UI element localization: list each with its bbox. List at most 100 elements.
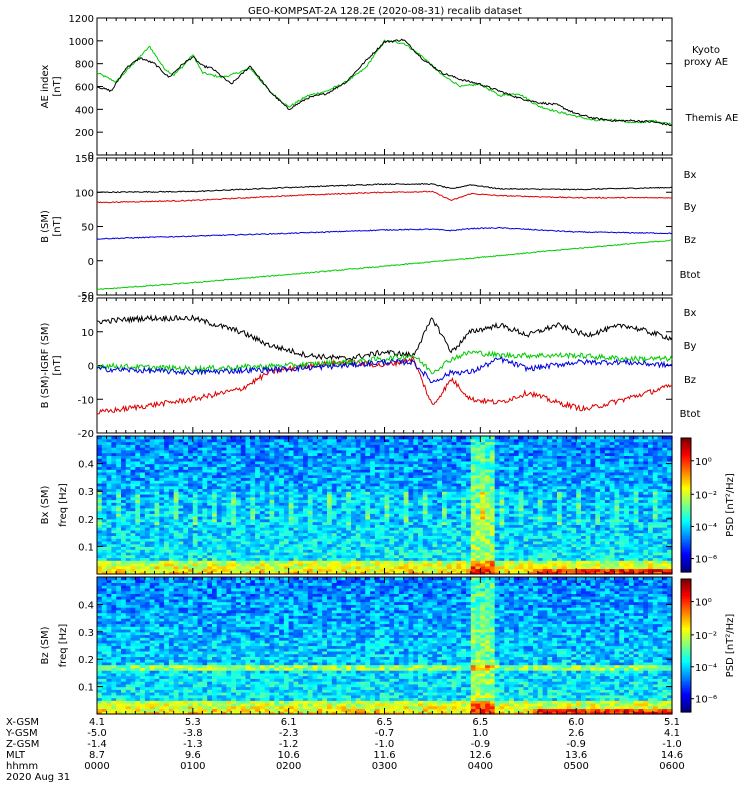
heatmap-cell (197, 488, 203, 492)
heatmap-cell (197, 505, 203, 509)
heatmap-cell (494, 485, 501, 490)
heatmap-cell (451, 455, 457, 459)
heatmap-cell (240, 557, 247, 561)
heatmap-cell (140, 463, 146, 467)
heatmap-cell (379, 513, 386, 517)
heatmap-cell (509, 494, 515, 498)
heatmap-cell (389, 543, 395, 547)
heatmap-cell (307, 527, 314, 531)
heatmap-cell (168, 551, 175, 556)
heatmap-cell (317, 477, 323, 481)
heatmap-cell (509, 527, 515, 531)
heatmap-cell (413, 469, 419, 473)
heatmap-cell (408, 452, 414, 456)
heatmap-cell (518, 532, 525, 536)
heatmap-cell (485, 535, 491, 539)
heatmap-cell (475, 565, 481, 570)
heatmap-cell (116, 513, 122, 517)
heatmap-cell (489, 557, 496, 561)
heatmap-cell (140, 571, 146, 575)
heatmap-cell (499, 543, 505, 547)
heatmap-cell (322, 521, 328, 525)
heatmap-cell (355, 480, 362, 484)
heatmap-cell (480, 518, 486, 523)
heatmap-cell (307, 452, 314, 456)
heatmap-cell (192, 447, 199, 451)
heatmap-cell (259, 540, 266, 545)
heatmap-cell (384, 438, 390, 443)
heatmap-cell (432, 474, 438, 478)
heatmap-cell (379, 546, 386, 550)
heatmap-cell (226, 444, 232, 448)
heatmap-cell (461, 516, 467, 520)
heatmap-cell (461, 455, 467, 459)
heatmap-cell (504, 449, 510, 454)
heatmap-cell (456, 571, 462, 575)
heatmap-cell (307, 535, 314, 539)
heatmap-cell (202, 455, 208, 459)
heatmap-cell (307, 524, 314, 528)
heatmap-cell (111, 546, 117, 550)
heatmap-cell (168, 505, 175, 509)
heatmap-cell (116, 551, 122, 556)
heatmap-cell (192, 444, 199, 448)
heatmap-cell (274, 463, 280, 467)
heatmap-cell (250, 496, 256, 501)
heatmap-cell (255, 463, 261, 467)
heatmap-cell (442, 529, 448, 534)
heatmap-cell (494, 460, 501, 465)
heatmap-cell (461, 549, 467, 553)
heatmap-cell (216, 477, 223, 481)
heatmap-cell (336, 488, 342, 492)
heatmap-cell (475, 516, 481, 520)
heatmap-cell (422, 463, 429, 467)
heatmap-cell (97, 513, 103, 517)
heatmap-cell (513, 543, 520, 547)
heatmap-cell (149, 471, 156, 476)
heatmap-cell (255, 452, 261, 456)
heatmap-cell (159, 458, 165, 462)
heatmap-cell (121, 546, 127, 550)
heatmap-cell (475, 477, 481, 481)
heatmap-cell (480, 510, 486, 514)
heatmap-cell (293, 543, 299, 547)
heatmap-cell (293, 444, 299, 448)
heatmap-cell (197, 477, 203, 481)
heatmap-cell (394, 516, 400, 520)
heatmap-cell (207, 505, 213, 509)
heatmap-cell (279, 527, 285, 531)
heatmap-cell (422, 458, 429, 462)
heatmap-cell (140, 557, 146, 561)
heatmap-cell (494, 521, 501, 525)
heatmap-cell (221, 480, 227, 484)
heatmap-cell (159, 554, 165, 559)
heatmap-cell (259, 532, 266, 536)
heatmap-cell (355, 491, 362, 495)
heatmap-cell (307, 480, 314, 484)
heatmap-cell (279, 546, 285, 550)
heatmap-cell (523, 491, 529, 495)
heatmap-cell (164, 551, 170, 556)
heatmap-cell (513, 524, 520, 528)
heatmap-cell (403, 491, 410, 495)
heatmap-cell (494, 538, 501, 542)
heatmap-cell (513, 518, 520, 523)
heatmap-cell (106, 563, 112, 567)
heatmap-cell (168, 482, 175, 487)
heatmap-cell (202, 524, 208, 528)
heatmap-cell (154, 554, 160, 559)
heatmap-cell (303, 521, 309, 525)
heatmap-cell (178, 543, 184, 547)
heatmap-cell (307, 565, 314, 570)
heatmap-cell (341, 491, 347, 495)
heatmap-cell (480, 488, 486, 492)
heatmap-cell (432, 494, 438, 498)
heatmap-cell (216, 485, 223, 490)
heatmap-cell (394, 560, 400, 564)
heatmap-cell (528, 438, 534, 443)
heatmap-cell (279, 482, 285, 487)
heatmap-cell (279, 535, 285, 539)
heatmap-cell (341, 455, 347, 459)
heatmap-cell (466, 491, 472, 495)
heatmap-cell (212, 521, 218, 525)
